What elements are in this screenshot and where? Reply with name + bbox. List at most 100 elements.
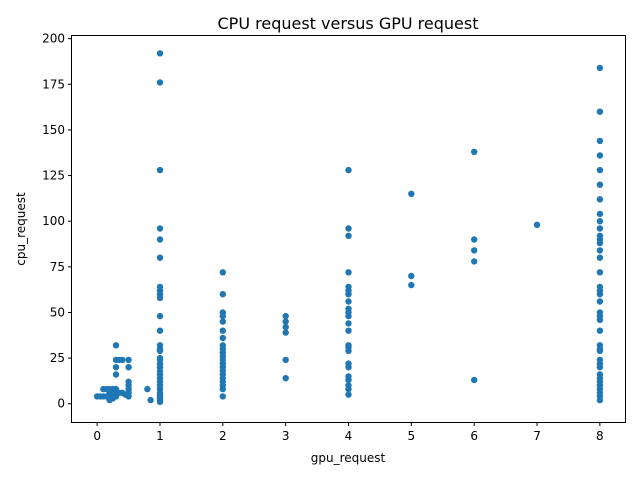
data-point <box>596 254 604 261</box>
data-point <box>156 283 164 291</box>
data-point <box>282 375 289 382</box>
data-point <box>596 342 604 349</box>
data-point <box>345 360 352 367</box>
data-point <box>156 225 164 232</box>
data-point <box>282 329 289 336</box>
data-point <box>345 327 352 334</box>
x-tick-label: 7 <box>533 429 541 443</box>
data-point <box>282 356 289 364</box>
y-tick-label: 150 <box>42 123 65 137</box>
data-point <box>147 396 154 404</box>
y-tick-label: 75 <box>50 260 65 274</box>
data-point <box>156 327 164 334</box>
data-point <box>219 334 226 342</box>
data-point <box>471 376 478 384</box>
data-point <box>596 166 604 174</box>
data-point <box>282 312 289 320</box>
data-point <box>345 391 352 398</box>
data-point <box>596 152 604 159</box>
data-point <box>596 64 604 72</box>
data-point <box>596 356 604 364</box>
data-point <box>596 210 604 218</box>
data-point <box>156 236 164 243</box>
data-point <box>596 371 604 378</box>
data-point <box>156 312 164 320</box>
data-point <box>345 283 352 291</box>
x-tick-label: 6 <box>470 429 478 443</box>
data-point <box>219 318 226 325</box>
data-point <box>471 236 478 243</box>
data-point <box>144 385 151 393</box>
data-point <box>219 342 226 349</box>
y-tick-label: 175 <box>42 77 65 91</box>
chart-title: CPU request versus GPU request <box>218 14 479 33</box>
y-axis-label: cpu_request <box>14 192 28 266</box>
data-point <box>219 327 226 334</box>
data-point <box>156 50 164 57</box>
data-point <box>596 298 604 305</box>
y-tick-label: 125 <box>42 169 65 183</box>
y-axis-ticks: 0 25 50 75 100 125 150 175 200 <box>42 32 72 411</box>
data-point <box>596 327 604 334</box>
data-point <box>471 148 478 155</box>
y-tick-label: 50 <box>50 305 65 319</box>
plot-frame <box>71 35 626 423</box>
data-point <box>345 342 352 349</box>
data-point <box>345 320 352 327</box>
data-point <box>345 269 352 276</box>
y-tick-label: 0 <box>57 397 65 411</box>
data-point <box>345 305 352 312</box>
data-point <box>345 166 352 174</box>
x-tick-label: 1 <box>156 429 164 443</box>
x-axis-label: gpu_request <box>311 451 386 465</box>
data-point <box>408 190 415 197</box>
data-point <box>282 318 289 325</box>
data-point <box>112 371 120 378</box>
data-points <box>93 50 604 406</box>
data-point <box>219 291 226 298</box>
x-tick-label: 2 <box>219 429 227 443</box>
data-point <box>408 272 415 280</box>
data-point <box>125 364 132 371</box>
data-point <box>471 247 478 254</box>
data-point <box>156 254 164 261</box>
x-tick-label: 3 <box>282 429 290 443</box>
data-point <box>471 258 478 265</box>
data-point <box>596 247 604 254</box>
data-point <box>345 298 352 305</box>
x-tick-label: 8 <box>596 429 604 443</box>
data-point <box>125 356 132 364</box>
data-point <box>156 79 164 86</box>
data-point <box>345 382 352 389</box>
data-point <box>345 373 352 380</box>
data-point <box>345 232 352 239</box>
data-point <box>596 309 604 316</box>
data-point <box>596 196 604 203</box>
x-axis-ticks: 0 1 2 3 4 5 6 7 8 <box>93 422 604 443</box>
data-point <box>125 378 132 385</box>
data-point <box>112 364 120 371</box>
x-tick-label: 0 <box>93 429 101 443</box>
data-point <box>596 137 604 145</box>
data-point <box>596 232 604 239</box>
data-point <box>596 283 604 291</box>
data-point <box>156 166 164 174</box>
data-point <box>345 225 352 232</box>
y-tick-label: 25 <box>50 351 65 365</box>
x-tick-label: 5 <box>408 429 416 443</box>
y-tick-label: 100 <box>42 214 65 228</box>
data-point <box>219 269 226 276</box>
data-point <box>119 356 126 364</box>
data-point <box>596 108 604 115</box>
data-point <box>156 354 164 362</box>
data-point <box>408 281 415 289</box>
data-point <box>219 393 226 400</box>
y-tick-label: 200 <box>42 32 65 46</box>
data-point <box>282 323 289 331</box>
data-point <box>596 269 604 276</box>
data-point <box>596 218 604 225</box>
x-tick-label: 4 <box>345 429 353 443</box>
data-point <box>112 342 120 349</box>
data-point <box>533 221 541 228</box>
